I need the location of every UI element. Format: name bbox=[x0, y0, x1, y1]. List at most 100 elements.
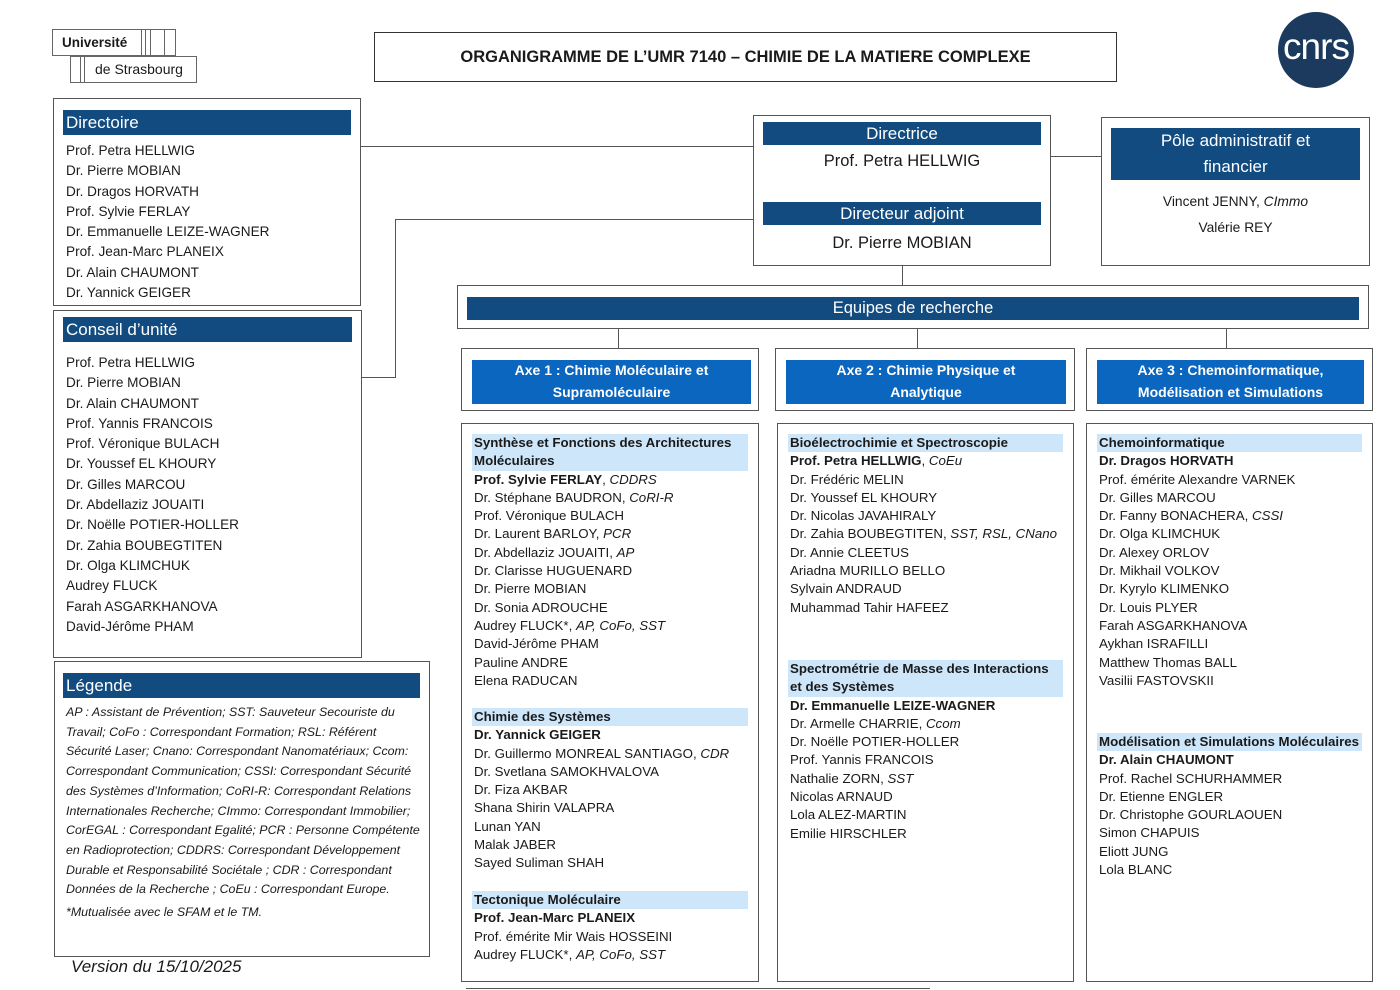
team-box: Bioélectrochimie et Spectroscopie Prof. P… bbox=[777, 423, 1074, 982]
separator: , bbox=[568, 617, 576, 633]
group-title: Synthèse et Fonctions des Architectures … bbox=[472, 434, 748, 471]
member-role: PCR bbox=[603, 526, 632, 542]
member-item: Prof. émérite Mir Wais HOSSEINI bbox=[472, 928, 748, 946]
member-role: SST, RSL, CNano bbox=[950, 526, 1058, 542]
member-item: Dr. Sonia ADROUCHE bbox=[472, 599, 748, 617]
separator: , bbox=[595, 526, 604, 542]
separator: , bbox=[621, 489, 630, 505]
member-name: Valérie REY bbox=[1198, 220, 1273, 235]
member-name: Dr. Christophe GOURLAOUEN bbox=[1099, 807, 1283, 823]
member-item: Dr. Abdellaziz JOUAITI, AP bbox=[472, 544, 748, 562]
member-item: Dr. Fanny BONACHERA, CSSI bbox=[1097, 507, 1362, 525]
member-item: Farah ASGARKHANOVA bbox=[1097, 617, 1362, 635]
member-item: Farah ASGARKHANOVA bbox=[66, 598, 218, 614]
directoire-title: Directoire bbox=[63, 110, 351, 135]
member-role: CImmo bbox=[1263, 194, 1309, 209]
member-name: Dr. Alain CHAUMONT bbox=[1099, 752, 1234, 768]
member-name: Shana Shirin VALAPRA bbox=[474, 800, 615, 816]
member-name: Matthew Thomas BALL bbox=[1099, 654, 1237, 670]
member-item: Dr. Kyrylo KLIMENKO bbox=[1097, 580, 1362, 598]
member-item: Prof. Petra HELLWIG bbox=[66, 143, 195, 158]
member-item: Muhammad Tahir HAFEEZ bbox=[788, 599, 1063, 617]
member-item: Dr. Louis PLYER bbox=[1097, 599, 1362, 617]
team-group: Tectonique Moléculaire Prof. Jean-Marc PL… bbox=[472, 891, 748, 964]
team-box: Chemoinformatique Dr. Dragos HORVATH Prof.… bbox=[1086, 423, 1373, 982]
pole-member: Valérie REY bbox=[1102, 220, 1369, 235]
member-item: Prof. Yannis FRANCOIS bbox=[66, 415, 213, 431]
member-item: Dr. Fiza AKBAR bbox=[472, 781, 748, 799]
divider bbox=[466, 988, 930, 989]
member-role: AP, CoFo, SST bbox=[575, 946, 666, 962]
member-name: Dr. Armelle CHARRIE bbox=[790, 715, 919, 731]
separator: , bbox=[921, 453, 929, 469]
group-title: Chimie des Systèmes bbox=[472, 708, 748, 727]
member-name: Prof. Yannis FRANCOIS bbox=[790, 752, 934, 768]
member-item: Dr. Laurent BARLOY, PCR bbox=[472, 525, 748, 543]
member-item: Audrey FLUCK*, AP, CoFo, SST bbox=[472, 617, 748, 635]
member-name: Lola BLANC bbox=[1099, 862, 1173, 878]
member-item: Lola BLANC bbox=[1097, 861, 1362, 879]
legende-text: AP : Assistant de Prévention; SST: Sauve… bbox=[66, 703, 421, 923]
connector bbox=[1050, 156, 1101, 157]
member-item: Dr. Mikhail VOLKOV bbox=[1097, 562, 1362, 580]
member-item: Dr. Alain CHAUMONT bbox=[1097, 751, 1362, 769]
member-item: Dr. Yannick GEIGER bbox=[472, 726, 748, 744]
member-name: David-Jérôme PHAM bbox=[474, 636, 599, 652]
member-item: Dr. Armelle CHARRIE, Ccom bbox=[788, 715, 1063, 733]
member-name: Aykhan ISRAFILLI bbox=[1099, 636, 1209, 652]
member-role: CoEu bbox=[928, 453, 963, 469]
member-item: Elena RADUCAN bbox=[472, 672, 748, 690]
member-item: Vasilii FASTOVSKII bbox=[1097, 672, 1362, 690]
axis-title: Axe 3 : Chemoinformatique, Modélisation … bbox=[1097, 360, 1364, 404]
member-role: Ccom bbox=[925, 715, 961, 731]
member-item: Ariadna MURILLO BELLO bbox=[788, 562, 1063, 580]
member-item: Dr. Youssef EL KHOURY bbox=[788, 489, 1063, 507]
member-item: Dr. Dragos HORVATH bbox=[66, 183, 199, 199]
cnrs-logo: cnrs bbox=[1278, 12, 1354, 88]
connector bbox=[361, 377, 396, 378]
member-item: Prof. émérite Alexandre VARNEK bbox=[1097, 471, 1362, 489]
member-name: Dr. Laurent BARLOY bbox=[474, 526, 596, 542]
member-item: Prof. Véronique BULACH bbox=[66, 436, 220, 452]
member-item: Dr. Dragos HORVATH bbox=[1097, 452, 1362, 470]
member-item: Prof. Yannis FRANCOIS bbox=[788, 751, 1063, 769]
member-item: Emilie HIRSCHLER bbox=[788, 825, 1063, 843]
separator: , bbox=[918, 715, 926, 731]
pole-member: Vincent JENNY, CImmo bbox=[1102, 194, 1369, 209]
directrice-title: Directrice bbox=[763, 122, 1041, 145]
member-item: Matthew Thomas BALL bbox=[1097, 654, 1362, 672]
member-name: Dr. Zahia BOUBEGTITEN bbox=[790, 526, 943, 542]
connector bbox=[902, 265, 903, 285]
member-item: Dr. Alain CHAUMONT bbox=[66, 264, 199, 280]
member-name: Prof. Sylvie FERLAY bbox=[474, 471, 603, 487]
member-role: SST bbox=[887, 770, 914, 786]
team-group: Chemoinformatique Dr. Dragos HORVATH Prof.… bbox=[1097, 434, 1362, 690]
member-name: Nathalie ZORN bbox=[790, 770, 881, 786]
member-item: Dr. Gilles MARCOU bbox=[66, 476, 186, 492]
member-item: Sayed Suliman SHAH bbox=[472, 854, 748, 872]
member-role: CSSI bbox=[1251, 508, 1284, 524]
member-name: Dr. Nicolas JAVAHIRALY bbox=[790, 508, 937, 524]
team-group: Spectrométrie de Masse des Interactions … bbox=[788, 660, 1063, 843]
separator: , bbox=[692, 745, 701, 761]
member-item: Dr. Etienne ENGLER bbox=[1097, 788, 1362, 806]
member-name: Dr. Etienne ENGLER bbox=[1099, 788, 1224, 804]
conseil-box: Conseil d’unité Prof. Petra HELLWIG Dr. P… bbox=[53, 310, 362, 658]
member-name: Dr. Annie CLEETUS bbox=[790, 544, 909, 560]
legende-title: Légende bbox=[63, 673, 420, 698]
member-name: Prof. émérite Mir Wais HOSSEINI bbox=[474, 928, 673, 944]
connector bbox=[360, 146, 753, 147]
member-item: Prof. Petra HELLWIG bbox=[66, 355, 195, 370]
member-name: Dr. Dragos HORVATH bbox=[1099, 453, 1234, 469]
member-item: Dr. Clarisse HUGUENARD bbox=[472, 562, 748, 580]
member-name: Dr. Clarisse HUGUENARD bbox=[474, 563, 633, 579]
legende-abbreviations: AP : Assistant de Prévention; SST: Sauve… bbox=[66, 705, 420, 897]
member-item: Dr. Annie CLEETUS bbox=[788, 544, 1063, 562]
member-name: Dr. Abdellaziz JOUAITI bbox=[474, 544, 610, 560]
member-item: Dr. Abdellaziz JOUAITI bbox=[66, 497, 205, 513]
connector bbox=[618, 328, 619, 348]
member-name: Sylvain ANDRAUD bbox=[790, 581, 902, 597]
connector bbox=[917, 328, 918, 348]
member-name: Nicolas ARNAUD bbox=[790, 789, 893, 805]
member-name: Lola ALEZ-MARTIN bbox=[790, 807, 907, 823]
